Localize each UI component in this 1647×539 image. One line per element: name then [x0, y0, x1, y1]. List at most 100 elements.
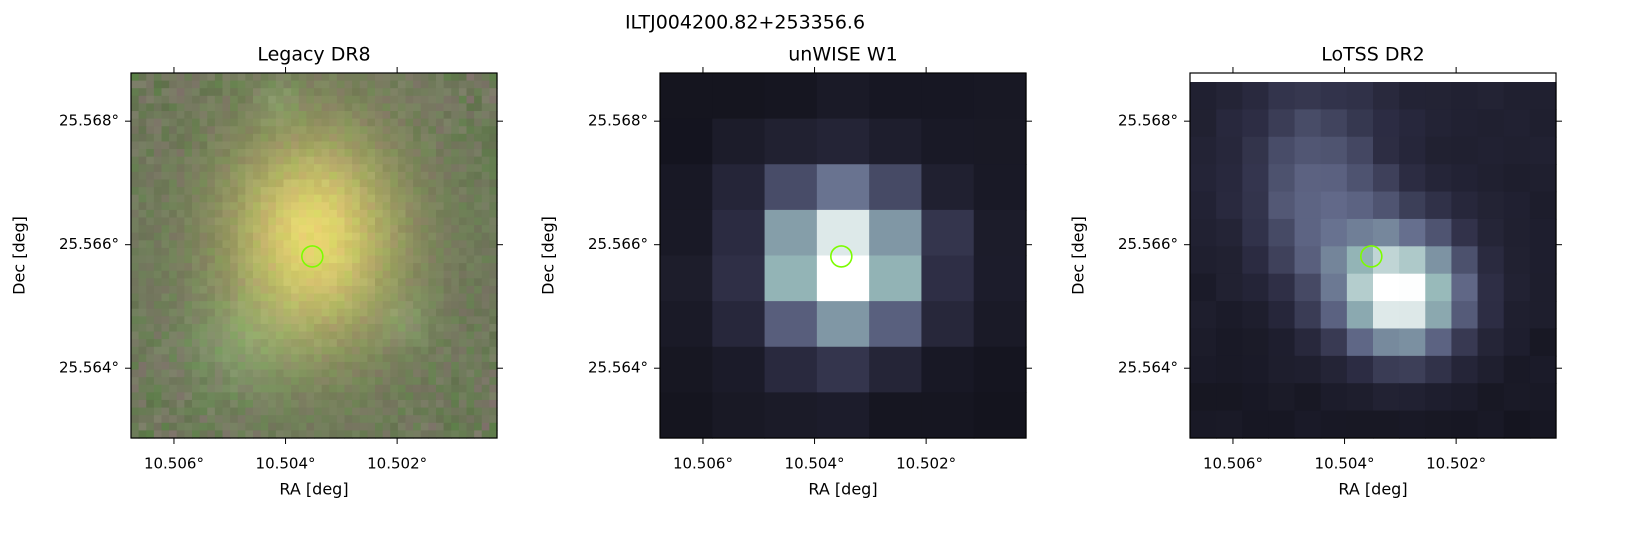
image-pixel [283, 361, 292, 371]
image-pixel [344, 141, 353, 150]
image-pixel [176, 194, 185, 203]
image-pixel [138, 331, 147, 340]
image-pixel [291, 232, 300, 241]
image-pixel [390, 179, 399, 188]
image-pixel [1477, 82, 1505, 110]
image-pixel [176, 278, 185, 287]
image-pixel [237, 103, 246, 112]
image-pixel [359, 415, 368, 424]
image-pixel [336, 399, 346, 409]
image-pixel [466, 316, 475, 325]
image-pixel [1399, 109, 1426, 138]
image-pixel [230, 377, 239, 386]
image-pixel [336, 240, 346, 249]
image-pixel [207, 118, 216, 127]
image-pixel [283, 377, 292, 386]
image-pixel [428, 346, 437, 355]
image-pixel [390, 399, 399, 409]
image-pixel [207, 346, 216, 355]
image-pixel [291, 133, 300, 143]
image-pixel [214, 323, 224, 333]
image-pixel [420, 232, 429, 241]
image-pixel [420, 285, 429, 295]
image-pixel [275, 171, 285, 181]
image-pixel [291, 179, 300, 188]
image-pixel [352, 392, 361, 401]
image-pixel [222, 80, 231, 89]
image-pixel [207, 111, 216, 120]
image-pixel [298, 80, 307, 89]
image-pixel [146, 133, 155, 143]
image-pixel [344, 399, 353, 409]
image-pixel [184, 407, 193, 416]
image-pixel [131, 377, 140, 386]
image-pixel [921, 73, 975, 120]
image-pixel [405, 323, 414, 333]
image-pixel [359, 270, 368, 279]
image-pixel [466, 339, 475, 348]
image-pixel [306, 179, 315, 188]
image-pixel [245, 354, 254, 363]
image-pixel [314, 263, 323, 272]
image-pixel [1268, 355, 1296, 384]
image-pixel [222, 399, 231, 409]
image-pixel [1399, 246, 1426, 275]
image-pixel [275, 80, 285, 89]
image-pixel [397, 202, 407, 211]
image-pixel [382, 232, 391, 241]
image-pixel [230, 331, 239, 340]
image-pixel [169, 399, 178, 409]
image-pixel [481, 323, 490, 333]
image-pixel [428, 209, 437, 219]
image-pixel [138, 240, 147, 249]
image-pixel [222, 301, 231, 310]
image-pixel [146, 126, 155, 135]
image-pixel [1451, 410, 1479, 439]
image-pixel [184, 354, 193, 363]
image-pixel [245, 103, 254, 112]
image-pixel [314, 225, 323, 234]
image-pixel [222, 88, 231, 97]
image-pixel [253, 354, 262, 363]
image-pixel [291, 111, 300, 120]
image-pixel [712, 346, 766, 393]
image-pixel [245, 164, 254, 173]
image-pixel [390, 118, 399, 127]
image-pixel [413, 285, 422, 295]
image-pixel [245, 308, 254, 317]
image-pixel [237, 225, 246, 234]
image-pixel [390, 430, 399, 439]
image-pixel [176, 217, 185, 226]
image-pixel [1529, 410, 1557, 439]
image-pixel [291, 95, 300, 105]
image-pixel [1503, 136, 1531, 165]
image-pixel [161, 232, 170, 241]
image-pixel [138, 73, 147, 82]
image-pixel [245, 293, 254, 302]
image-pixel [131, 346, 140, 355]
image-pixel [275, 339, 285, 348]
image-pixel [275, 422, 285, 431]
image-pixel [367, 369, 376, 378]
image-pixel [275, 316, 285, 325]
image-pixel [359, 392, 368, 401]
image-pixel [268, 217, 277, 226]
image-pixel [138, 407, 147, 416]
image-pixel [253, 118, 262, 127]
image-pixel [176, 377, 185, 386]
image-pixel [352, 232, 361, 241]
image-pixel [474, 194, 483, 203]
image-pixel [375, 225, 384, 234]
image-pixel [222, 187, 231, 196]
image-pixel [1373, 328, 1400, 357]
image-pixel [1373, 273, 1400, 302]
image-pixel [375, 156, 384, 165]
image-pixel [268, 194, 277, 203]
image-pixel [443, 263, 452, 272]
image-pixel [405, 263, 414, 272]
image-pixel [214, 293, 224, 302]
image-pixel [260, 187, 269, 196]
image-pixel [344, 285, 353, 295]
image-pixel [268, 247, 277, 257]
image-pixel [230, 278, 239, 287]
